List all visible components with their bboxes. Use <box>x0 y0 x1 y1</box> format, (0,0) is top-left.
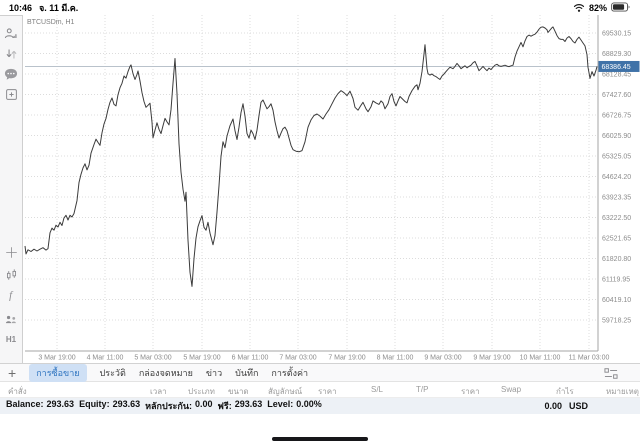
price-axis-label: 61119.95 <box>602 277 630 284</box>
price-axis-label: 68829.30 <box>602 51 631 58</box>
account-summary-row: Balance: 293.63 Equity: 293.63 หลักประกัน: 0.… <box>0 398 640 414</box>
tab-mailbox[interactable]: กล่องจดหมาย <box>138 367 193 378</box>
time-axis-label: 5 Mar 19:00 <box>183 355 220 362</box>
summary-field: หลักประกัน: 0.00 <box>145 399 213 411</box>
current-price-badge <box>598 60 640 72</box>
add-tab-button[interactable]: + <box>8 364 17 381</box>
column-header: คำสั่ง <box>8 387 27 396</box>
time-axis-label: 5 Mar 03:00 <box>134 355 171 362</box>
wifi-icon <box>573 2 585 15</box>
time-axis-label: 7 Mar 03:00 <box>279 355 316 362</box>
crosshair-icon[interactable] <box>3 244 19 260</box>
price-axis-label: 66025.90 <box>602 133 631 140</box>
sort-icon[interactable] <box>604 367 618 380</box>
price-axis-label: 60419.10 <box>602 297 631 304</box>
column-header: ประเภท <box>188 387 215 396</box>
column-header: T/P <box>416 385 429 394</box>
price-axis-label: 62521.65 <box>602 236 631 243</box>
home-area <box>0 414 640 447</box>
chart-symbol-label: BTCUSDm, H1 <box>27 19 75 26</box>
time-axis-label: 10 Mar 11:00 <box>520 355 561 362</box>
battery-percent: 82% <box>588 3 607 13</box>
price-axis-label: 63923.35 <box>602 195 631 202</box>
column-header: หมายเหตุ <box>606 387 639 396</box>
new-order-icon[interactable] <box>3 86 19 102</box>
price-line-series <box>24 26 598 287</box>
panel-tab-bar: + การซื้อขาย ประวัติ กล่องจดหมาย ข่าว บันทึก… <box>0 363 640 382</box>
time-axis-label: 7 Mar 19:00 <box>328 355 365 362</box>
summary-field: Balance: 293.63 <box>6 399 75 409</box>
price-axis-label: 59718.25 <box>602 318 631 325</box>
price-axis-label: 67427.60 <box>602 92 631 99</box>
price-axis-label: 68128.45 <box>602 72 631 79</box>
timeframe-button[interactable]: H1 <box>5 334 17 344</box>
battery-icon <box>611 2 631 14</box>
clock: 10:46 <box>9 3 33 13</box>
trade-account-icon[interactable] <box>3 26 19 42</box>
chart-sidebar: f H1 <box>0 15 23 363</box>
column-header: ขนาด <box>228 387 249 396</box>
column-header: S/L <box>371 385 384 394</box>
price-axis-label: 66726.75 <box>602 113 631 120</box>
column-header: เวลา <box>150 387 167 396</box>
summary-field: ฟรี: 293.63 <box>217 399 263 411</box>
column-header: ราคา <box>461 387 480 396</box>
account-currency: USD <box>568 401 588 411</box>
time-axis-label: 11 Mar 03:00 <box>569 355 610 362</box>
column-header: ราคา <box>318 387 337 396</box>
indicators-icon[interactable]: f <box>3 287 19 303</box>
svg-text:f: f <box>9 290 14 301</box>
tab-trade[interactable]: การซื้อขาย <box>29 363 87 382</box>
column-header: Swap <box>501 385 522 394</box>
quotes-arrows-icon[interactable] <box>3 46 19 62</box>
chart-type-candles-icon[interactable] <box>3 267 19 283</box>
time-axis-label: 8 Mar 11:00 <box>377 355 414 362</box>
time-axis-label: 4 Mar 11:00 <box>87 355 124 362</box>
price-axis-label: 61820.80 <box>602 256 631 263</box>
time-axis-label: 9 Mar 03:00 <box>424 355 461 362</box>
column-header: กำไร <box>556 387 574 396</box>
chart-canvas[interactable]: 69530.15 68829.30 68128.45 67427.60 66726.75… <box>23 15 640 363</box>
price-axis-label: 64624.20 <box>602 174 631 181</box>
column-header: สัญลักษณ์ <box>268 387 303 396</box>
price-chart[interactable]: 69530.15 68829.30 68128.45 67427.60 66726.75… <box>23 15 640 363</box>
chat-icon[interactable] <box>3 66 19 82</box>
status-date: จ. 11 มี.ค. <box>39 3 79 13</box>
tab-history[interactable]: ประวัติ <box>99 367 126 378</box>
time-axis-label: 6 Mar 11:00 <box>232 355 269 362</box>
current-price-label: 68386.45 <box>602 64 631 71</box>
time-axis-label: 9 Mar 19:00 <box>473 355 510 362</box>
summary-field: Level: 0.00% <box>267 399 322 409</box>
tab-journal[interactable]: บันทึก <box>235 367 259 378</box>
price-axis-label: 69530.15 <box>602 31 631 38</box>
tab-news[interactable]: ข่าว <box>205 367 223 378</box>
home-indicator[interactable] <box>272 437 368 441</box>
time-axis-label: 3 Mar 19:00 <box>38 355 75 362</box>
price-axis-label: 65325.05 <box>602 154 631 161</box>
objects-icon[interactable] <box>3 311 19 327</box>
orders-table-header: คำสั่ง เวลา ประเภท ขนาด สัญลักษณ์ ราคา S/L T/P ร… <box>0 382 640 398</box>
summary-field: Equity: 293.63 <box>79 399 141 409</box>
tab-settings[interactable]: การตั้งค่า <box>271 367 309 378</box>
profit-value: 0.00 <box>544 401 562 411</box>
trade-panel: + การซื้อขาย ประวัติ กล่องจดหมาย ข่าว บันทึก… <box>0 363 640 447</box>
status-bar: 10:46 จ. 11 มี.ค. 82% <box>0 0 640 15</box>
price-axis-label: 63222.50 <box>602 215 631 222</box>
